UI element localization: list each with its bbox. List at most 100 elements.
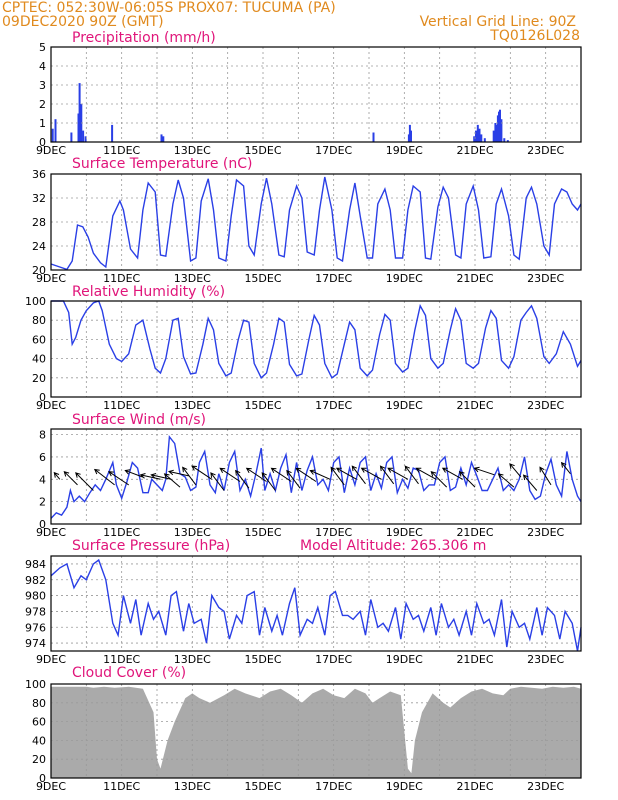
wind-vector-arrow <box>560 461 571 475</box>
pressure-y-tick-label: 976 <box>25 621 46 634</box>
humidity-y-tick-label: 100 <box>25 295 46 308</box>
precip-title: Precipitation (mm/h) <box>72 30 216 46</box>
humidity-x-tick-label: 13DEC <box>174 399 211 412</box>
wind-x-tick-label: 23DEC <box>527 526 564 539</box>
pressure-line <box>50 558 582 652</box>
humidity-frame <box>50 300 582 398</box>
humidity-panel: 0 20 40 60 80 100 9DEC 11DEC 13DEC 15DEC 17DEC 19DE… <box>25 295 582 412</box>
cloud-x-tick-label: 9DEC <box>36 780 66 793</box>
wind-vector-arrow <box>167 469 189 477</box>
wind-vector-arrow <box>93 468 115 486</box>
precip-bar <box>475 130 477 142</box>
pressure-x-tick-label: 13DEC <box>174 653 211 666</box>
wind-vector-arrow <box>150 473 172 480</box>
panels: 0 1 2 3 4 5 9DEC 11DEC 13DEC 15DEC 17DEC 19DEC 21DEC… <box>25 41 582 793</box>
pressure-frame <box>50 555 582 652</box>
precip-bar <box>478 128 481 142</box>
humidity-y-tick-label: 20 <box>32 372 46 385</box>
wind-frame <box>50 428 582 525</box>
cloud-x-tick-label: 11DEC <box>103 780 140 793</box>
wind-vector-arrow <box>108 471 129 486</box>
wind-x-tick-label: 15DEC <box>244 526 281 539</box>
precipitation-x-tick-label: 11DEC <box>103 144 140 157</box>
precip-bar <box>51 128 54 142</box>
cloud-y-tick-label: 40 <box>32 734 46 747</box>
precipitation-y-tick-label: 4 <box>39 60 46 73</box>
precip-bar <box>111 124 114 142</box>
pressure-y-tick-label: 978 <box>25 605 46 618</box>
header-model-code: TQ0126L028 <box>489 28 580 44</box>
cloud-x-tick-label: 17DEC <box>315 780 352 793</box>
precip-bar <box>495 124 498 142</box>
cloud-y-tick-label: 60 <box>32 716 46 729</box>
pressure-x-tick-label: 23DEC <box>527 653 564 666</box>
precipitation-x-tick-label: 15DEC <box>244 144 281 157</box>
humidity-x-tick-label: 21DEC <box>456 399 493 412</box>
cloud-frame <box>50 683 582 779</box>
wind-vector-arrow <box>335 467 357 480</box>
humidity-title: Relative Humidity (%) <box>72 284 225 300</box>
wind-y-tick-label: 8 <box>39 429 46 442</box>
temperature-frame <box>50 173 582 271</box>
cloud-x-tick-label: 13DEC <box>174 780 211 793</box>
humidity-x-tick-label: 11DEC <box>103 399 140 412</box>
precipitation-x-tick-label: 9DEC <box>36 144 66 157</box>
wind-vector-arrow <box>219 467 241 482</box>
wind-vector-arrow <box>415 467 437 480</box>
precipitation-y-tick-label: 0 <box>39 136 46 149</box>
precip-bar <box>476 124 479 142</box>
temperature-x-tick-label: 21DEC <box>456 272 493 285</box>
wind-x-tick-label: 9DEC <box>36 526 66 539</box>
wind-x-tick-label: 13DEC <box>174 526 211 539</box>
temperature-y-tick-label: 28 <box>32 216 46 229</box>
cloud-x-tick-label: 15DEC <box>244 780 281 793</box>
pressure-x-tick-label: 11DEC <box>103 653 140 666</box>
cloud-x-tick-label: 21DEC <box>456 780 493 793</box>
precip-bar <box>496 115 499 142</box>
wind-vector-arrow <box>182 466 197 486</box>
pressure-y-tick-label: 974 <box>25 637 46 650</box>
cloud-x-tick-label: 19DEC <box>386 780 423 793</box>
wind-vector-arrow <box>379 465 395 485</box>
precipitation-x-tick-label: 19DEC <box>386 144 423 157</box>
precip-bar <box>494 123 497 142</box>
header-location: CPTEC: 052:30W-06:05S PROX07: TUCUMA (PA… <box>2 0 336 16</box>
precip-bar <box>372 132 375 142</box>
precip-bar <box>84 136 87 142</box>
precip-bar <box>54 119 57 142</box>
precipitation-x-tick-label: 21DEC <box>456 144 493 157</box>
wind-vector-arrow <box>351 465 366 485</box>
humidity-x-tick-label: 9DEC <box>36 399 66 412</box>
temperature-x-tick-label: 15DEC <box>244 272 281 285</box>
wind-vector-arrow <box>522 474 538 491</box>
precipitation-x-tick-label: 17DEC <box>315 144 352 157</box>
wind-vector-arrow <box>63 470 78 486</box>
pressure-x-tick-label: 21DEC <box>456 653 493 666</box>
precip-bar <box>492 130 495 142</box>
precip-bar <box>506 140 509 142</box>
header-date: 09DEC2020 90Z (GMT) <box>2 14 164 30</box>
wind-vector-arrow <box>473 466 495 476</box>
precipitation-y-tick-label: 2 <box>39 98 46 111</box>
wind-vector-arrow <box>441 467 463 480</box>
wind-vector-arrow <box>404 465 419 485</box>
humidity-x-tick-label: 19DEC <box>386 399 423 412</box>
precip-bar <box>78 83 81 142</box>
wind-vector-arrow <box>387 467 409 480</box>
wind-vector-arrow <box>458 470 476 488</box>
header-grid-line-note: Vertical Grid Line: 90Z <box>420 14 576 30</box>
temperature-x-tick-label: 13DEC <box>174 272 211 285</box>
wind-vector-arrow <box>75 472 94 491</box>
temperature-x-tick-label: 11DEC <box>103 272 140 285</box>
precipitation-frame <box>50 46 582 143</box>
wind-vector-arrow <box>124 469 144 478</box>
precip-bar <box>408 124 411 142</box>
cloud-panel: 0 20 40 60 80 100 9DEC 11DEC 13DEC 15DEC 17DEC 19DE… <box>25 678 582 793</box>
precip-bar <box>77 113 80 142</box>
temperature-x-tick-label: 17DEC <box>315 272 352 285</box>
pressure-y-tick-label: 982 <box>25 574 46 587</box>
pressure-panel: 974 976 978 980 982 984 9DEC 11DEC 13DEC 15DEC 17D… <box>25 555 582 666</box>
cloud-x-tick-label: 23DEC <box>527 780 564 793</box>
